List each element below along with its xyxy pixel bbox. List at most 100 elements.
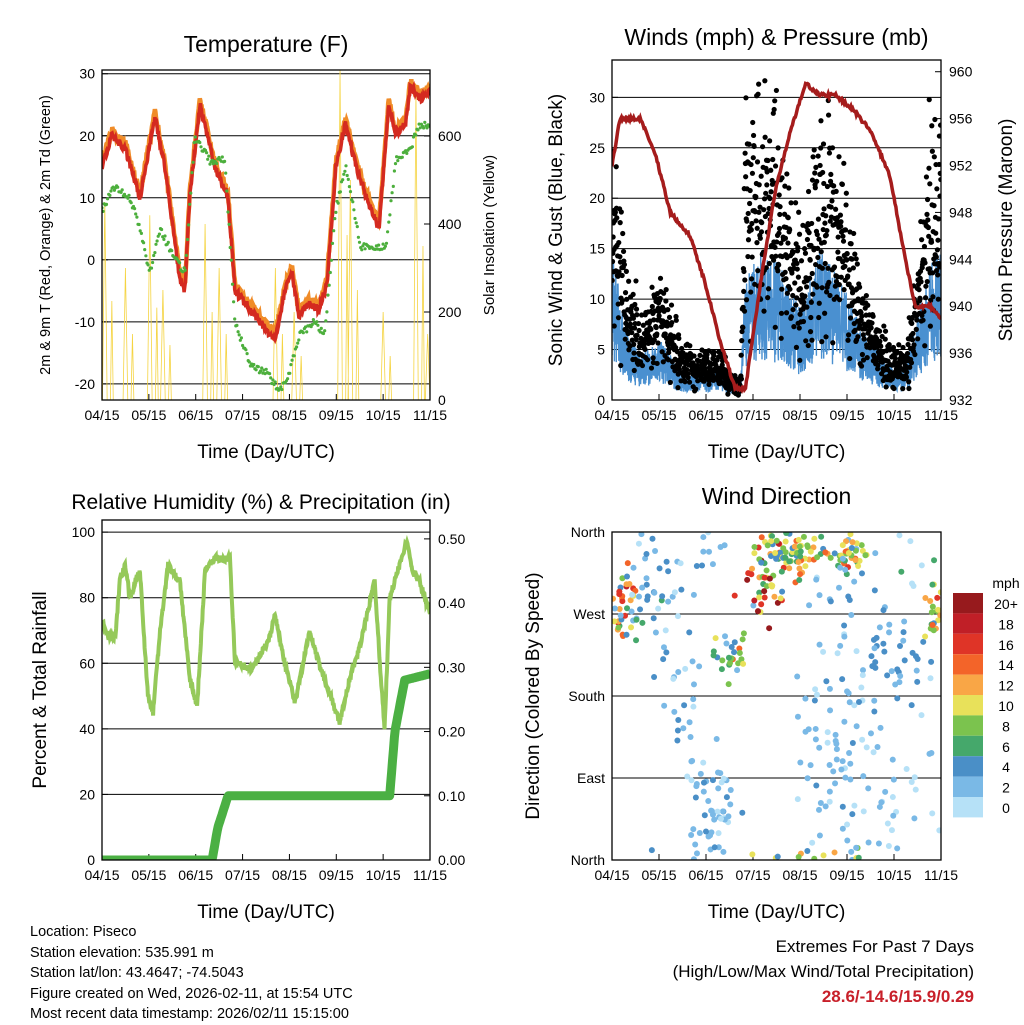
wind-direction-point — [892, 681, 899, 688]
y-axis-label: 2m & 9m T (Red, Orange) & 2m Td (Green) — [38, 95, 54, 375]
x-tick-label: 05/15 — [641, 867, 676, 883]
dewpoint-point — [301, 331, 305, 335]
dewpoint-point — [244, 348, 248, 352]
gust-point — [931, 154, 937, 160]
wind-direction-point — [700, 534, 707, 541]
y-right-tick-label: 932 — [949, 392, 973, 408]
dewpoint-point — [224, 171, 228, 175]
wind-direction-point — [697, 770, 704, 777]
gust-point — [877, 338, 883, 344]
gust-point — [935, 296, 941, 302]
dewpoint-point — [190, 171, 194, 175]
dewpoint-point — [328, 270, 332, 275]
wind-direction-point — [820, 852, 827, 859]
wind-direction-point — [878, 799, 885, 806]
dewpoint-point — [228, 245, 232, 250]
gust-point — [790, 249, 796, 255]
gust-point — [783, 310, 790, 316]
dewpoint-point — [135, 215, 139, 219]
plot-frame — [611, 59, 942, 401]
gust-point — [749, 170, 756, 176]
gust-point — [654, 331, 660, 337]
gust-point — [918, 279, 924, 285]
station-info: Location: Piseco Station elevation: 535.… — [30, 922, 353, 1025]
gust-point — [816, 314, 822, 321]
gust-point — [919, 312, 925, 319]
gust-point — [656, 313, 662, 319]
gust-point — [911, 342, 917, 348]
y-right-tick-label: 0.00 — [438, 852, 465, 868]
gust-point — [828, 204, 834, 210]
gust-point — [693, 386, 699, 392]
wind-direction-point — [918, 562, 925, 569]
legend-label: 12 — [998, 678, 1014, 694]
dewpoint-point — [405, 151, 409, 155]
wind-direction-point — [841, 718, 848, 725]
gust-point — [838, 223, 844, 229]
wind-direction-point — [901, 657, 908, 664]
wind-direction-point — [720, 775, 727, 782]
gust-point — [851, 230, 857, 237]
dewpoint-point — [160, 227, 164, 232]
x-tick-label: 09/15 — [829, 407, 864, 423]
gust-point — [906, 379, 912, 385]
gust-point — [836, 154, 842, 160]
gust-point — [809, 337, 815, 343]
dewpoint-point — [119, 190, 123, 194]
dewpoint-point — [425, 126, 429, 130]
gust-point — [822, 260, 828, 267]
gust-point — [738, 352, 744, 358]
wind-direction-point — [865, 785, 872, 792]
gust-point — [758, 229, 765, 235]
wind-direction-point — [623, 631, 630, 638]
dewpoint-point — [423, 120, 427, 124]
gust-point — [761, 308, 767, 314]
wind-direction-point — [616, 591, 623, 598]
wind-direction-point — [835, 584, 842, 591]
wind-direction-point — [674, 737, 681, 744]
wind-direction-point — [870, 749, 877, 756]
wind-direction-point — [908, 778, 915, 785]
dewpoint-point — [390, 191, 394, 195]
wind-direction-point — [701, 812, 708, 819]
dewpoint-point — [310, 322, 314, 327]
gust-point — [613, 164, 619, 170]
gust-point — [855, 334, 861, 340]
dewpoint-point — [183, 268, 187, 272]
gust-point — [776, 230, 782, 236]
gust-point — [754, 159, 761, 165]
wind-direction-point — [628, 608, 635, 615]
gust-point — [803, 338, 809, 344]
wind-direction-point — [827, 554, 834, 561]
wind-direction-point — [740, 660, 747, 667]
gust-point — [748, 161, 754, 168]
wind-direction-point — [690, 703, 697, 710]
gust-point — [845, 273, 851, 279]
gust-point — [836, 297, 843, 303]
gust-point — [861, 336, 867, 342]
wind-direction-point — [671, 589, 678, 596]
wind-direction-point — [810, 544, 817, 551]
gust-point — [924, 278, 930, 285]
gust-point — [795, 274, 802, 280]
gust-point — [794, 295, 800, 301]
wind-direction-point — [935, 606, 941, 613]
wind-direction-point — [663, 649, 670, 656]
gust-point — [845, 337, 851, 343]
dewpoint-point — [363, 247, 367, 251]
gust-point — [797, 357, 803, 363]
wind-direction-point — [688, 832, 695, 839]
dewpoint-point — [386, 230, 390, 234]
wind-direction-point — [739, 636, 746, 643]
wind-direction-point — [846, 749, 853, 756]
gust-point — [826, 279, 832, 285]
wind-direction-point — [849, 739, 856, 746]
wind-direction-point — [847, 532, 854, 538]
wind-direction-point — [813, 576, 820, 583]
gust-point — [619, 297, 626, 304]
wind-direction-point — [837, 564, 844, 571]
wind-direction-point — [814, 691, 821, 698]
gust-point — [773, 87, 780, 94]
wind-direction-point — [638, 532, 645, 538]
